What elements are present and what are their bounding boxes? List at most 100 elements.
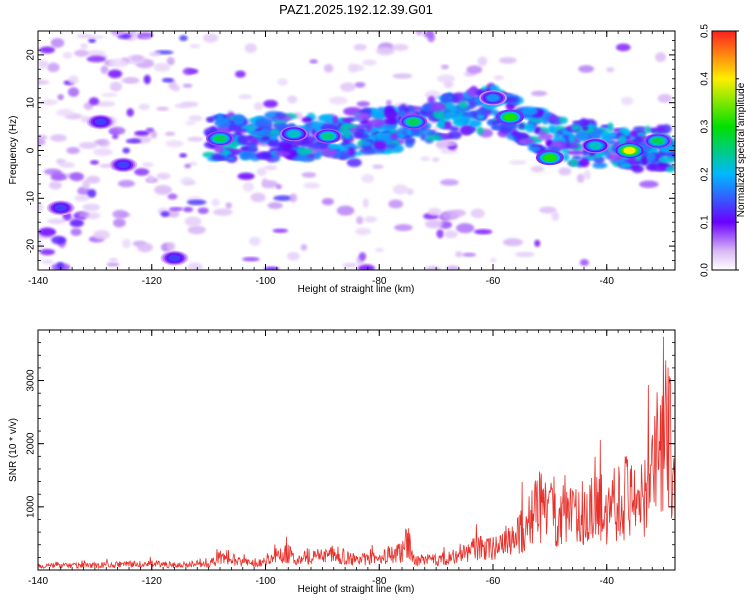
spectrogram-cell: [121, 238, 132, 249]
spectrogram-x-tick-label: -80: [372, 276, 387, 287]
spectrogram-cell: [321, 198, 334, 206]
spectrogram-cell: [631, 164, 644, 173]
spectrogram-cell: [47, 218, 66, 225]
spectrogram-cell: [391, 43, 409, 52]
spectrogram-cell: [168, 206, 184, 212]
spectrogram-cell: [548, 124, 556, 133]
spectrogram-cell: [655, 52, 667, 63]
spectrogram-cell: [384, 111, 397, 117]
spectrogram-cell: [108, 126, 126, 135]
spectrogram-cell: [639, 180, 659, 188]
spectrogram-cell: [424, 90, 441, 100]
spectrogram-cell: [592, 162, 608, 169]
spectrogram-cell: [437, 74, 456, 84]
spectrogram-x-axis: -140 -120 -100 -80 -60 -40: [28, 31, 676, 287]
spectrogram-cell: [644, 125, 651, 134]
spectrogram-cell: [183, 206, 194, 213]
spectrogram-peak: [543, 154, 556, 162]
snr-y-tick-label: 2000: [26, 432, 37, 455]
spectrogram-cell: [82, 203, 101, 212]
spectrogram-cell: [48, 180, 62, 190]
spectrogram-peak: [589, 142, 602, 150]
spectrogram-x-tick-label: -40: [600, 276, 615, 287]
spectrogram-cell: [470, 208, 485, 219]
spectrogram-cell: [174, 103, 191, 109]
spectrogram-cell: [353, 43, 367, 51]
spectrogram-peak: [54, 204, 67, 212]
spectrogram-cell: [440, 64, 449, 70]
spectrogram-cell: [577, 132, 590, 141]
spectrogram-cell: [78, 141, 98, 149]
spectrogram-cell: [404, 137, 416, 144]
spectrogram-cell: [39, 248, 56, 256]
spectrogram-cell: [654, 166, 666, 172]
spectrogram-cell: [202, 33, 219, 43]
spectrogram-cell: [394, 224, 413, 232]
spectrogram-peak: [487, 94, 499, 102]
spectrogram-cell: [161, 77, 174, 83]
spectrogram-cell: [308, 142, 325, 149]
spectrogram-y-tick-label: 20: [26, 49, 37, 61]
spectrogram-cell: [248, 130, 266, 136]
spectrogram-cell: [338, 150, 350, 160]
spectrogram-cell: [212, 208, 233, 216]
spectrogram-cell: [582, 126, 589, 131]
spectrogram-cell: [490, 257, 497, 263]
spectrogram-cell: [67, 87, 80, 97]
spectrogram-cell: [47, 62, 60, 73]
snr-panel: -140 -120 -100 -80 -60 -40 1000 2000 3000 Heigh…: [8, 329, 676, 595]
spectrogram-cell: [167, 209, 180, 218]
spectrogram-cell: [188, 161, 198, 166]
spectrogram-cell: [321, 147, 337, 158]
spectrogram-cell: [309, 59, 318, 64]
spectrogram-cell: [382, 124, 397, 129]
spectrogram-cell: [248, 236, 261, 246]
spectrogram-cell: [184, 163, 191, 169]
spectrogram-cell: [156, 172, 171, 180]
spectrogram-cell: [253, 102, 264, 111]
spectrogram-cell: [633, 126, 647, 131]
spectrogram-cell: [261, 178, 269, 188]
spectrogram-cell: [241, 150, 257, 159]
spectrogram-cell: [301, 116, 313, 123]
spectrogram-cell: [583, 169, 591, 180]
spectrogram-cell: [328, 96, 348, 105]
spectrogram-cell: [88, 97, 100, 106]
spectrogram-peak: [651, 137, 664, 145]
spectrogram-cell: [427, 96, 436, 104]
colorbar-tick-label: 0.3: [700, 119, 711, 133]
spectrogram-cell: [286, 251, 300, 261]
spectrogram-cell: [250, 192, 266, 203]
spectrogram-cell: [153, 62, 171, 72]
spectrogram-cell: [237, 172, 255, 180]
spectrogram-cell: [107, 69, 123, 79]
spectrogram-cell: [468, 101, 477, 109]
spectrogram-cell: [553, 132, 562, 139]
spectrogram-cell: [50, 37, 65, 48]
colorbar-tick-label: 0.5: [700, 24, 711, 38]
spectrogram-cell: [137, 32, 154, 38]
spectrogram-cell: [149, 51, 162, 57]
spectrogram-cell: [341, 123, 358, 129]
spectrogram-x-tick-label: -100: [255, 276, 275, 287]
spectrogram-cell: [87, 189, 97, 198]
spectrogram-cell: [38, 242, 43, 249]
spectrogram-cell: [355, 227, 371, 236]
spectrogram-cell: [99, 163, 113, 169]
spectrogram-cell: [89, 160, 100, 165]
spectrogram-cell: [101, 92, 118, 97]
spectrogram-cell: [187, 136, 204, 142]
spectrogram-cell: [462, 252, 477, 257]
spectrogram-cell: [166, 57, 175, 66]
spectrogram-cell: [225, 202, 233, 209]
colorbar: 0.0 0.1 0.2 0.3 0.4 0.5 Normalized spectral a…: [700, 24, 748, 277]
spectrogram-cell: [415, 31, 424, 36]
spectrogram-cell: [515, 251, 535, 258]
spectrogram-cell: [156, 106, 170, 111]
spectrogram-cell: [424, 219, 444, 229]
spectrogram-cell: [38, 227, 57, 237]
spectrogram-cell: [508, 160, 527, 165]
spectrogram-cell: [188, 114, 203, 122]
spectrogram-cell: [184, 180, 197, 186]
